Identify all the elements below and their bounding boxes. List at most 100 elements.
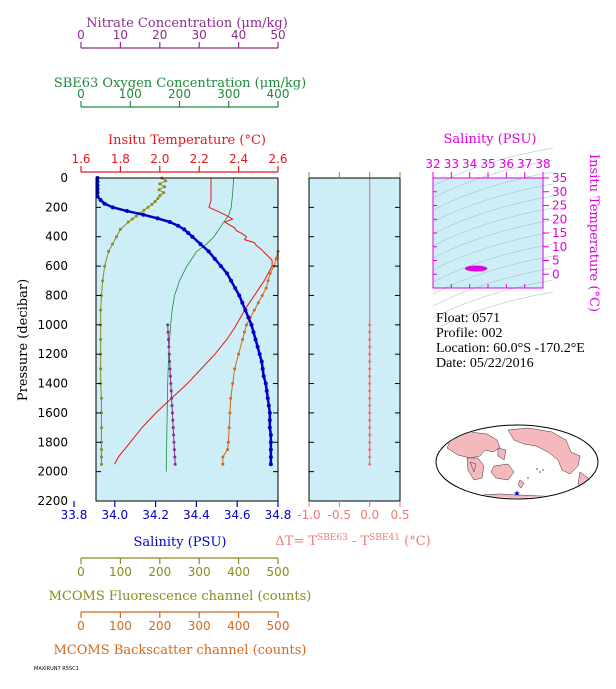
oxygen-tick-label: 100: [119, 87, 142, 101]
fluorescence-point: [99, 462, 103, 466]
salinity-point: [218, 264, 223, 269]
fluorescence-tick-label: 400: [227, 565, 250, 579]
nitrate-point: [173, 462, 177, 466]
ts-salinity-tick-label: 36: [499, 157, 514, 171]
salinity-point: [233, 286, 238, 291]
temperature-tick-label: 2.4: [229, 152, 248, 166]
salinity-point: [229, 278, 234, 283]
delta-t-plot-frame: [308, 177, 401, 502]
pressure-tick-label: 1600: [37, 406, 68, 420]
delta-t-plot-area: -1.0 -0.5 0.0 0.5 ΔT= TSBE63 - TSBE41 (°C): [275, 172, 431, 549]
ts-temperature-tick-label: 5: [552, 254, 560, 268]
backscatter-point: [266, 279, 270, 283]
backscatter-point: [274, 257, 278, 261]
salinity-point: [237, 293, 242, 298]
delta-t-point: [368, 448, 372, 452]
pressure-tick-label: 1800: [37, 435, 68, 449]
nitrate-point: [170, 396, 174, 400]
ts-salinity-title: Salinity (PSU): [444, 132, 537, 147]
backscatter-axis-title: MCOMS Backscatter channel (counts): [54, 643, 307, 658]
salinity-point: [141, 212, 146, 217]
map-track-dot: [539, 471, 541, 473]
backscatter-point: [228, 411, 232, 415]
fluorescence-tick-label: 300: [188, 565, 211, 579]
ts-diagram: Salinity (PSU) 32 33 34 35 36 37 3835302520151…: [425, 132, 601, 331]
oxygen-tick-label: 0: [77, 87, 85, 101]
world-map: ★: [435, 424, 599, 500]
nitrate-tick-label: 50: [270, 28, 285, 42]
pressure-tick-label: 0: [60, 171, 68, 185]
salinity-point: [240, 300, 245, 305]
backscatter-axis: 0 100 200 300 400 500 MCOMS Backscatter chann…: [54, 611, 307, 658]
ts-data-cluster: [464, 265, 488, 272]
ts-temperature-tick-label: 20: [552, 212, 567, 226]
ts-isopycnal: [432, 243, 554, 283]
oxygen-axis-title: SBE63 Oxygen Concentration (μm/kg): [54, 76, 306, 91]
fluorescence-point: [103, 264, 107, 268]
pressure-tick-label: 2200: [37, 494, 68, 508]
fluorescence-point: [99, 293, 103, 297]
nitrate-point: [172, 433, 176, 437]
pressure-tick-label: 1400: [37, 377, 68, 391]
map-track-dot: [536, 468, 538, 470]
fluorescence-point: [164, 179, 168, 183]
pressure-tick-label: 2000: [37, 465, 68, 479]
backscatter-point: [226, 448, 230, 452]
backscatter-point: [244, 323, 248, 327]
fluorescence-point: [99, 440, 103, 444]
backscatter-tick-label: 500: [267, 619, 290, 633]
salinity-point: [261, 374, 266, 379]
backscatter-point: [231, 382, 235, 386]
ts-isopycnal: [432, 279, 554, 319]
backscatter-point: [221, 462, 225, 466]
delta-t-tick-label: -1.0: [297, 508, 320, 522]
salinity-axis-title: Salinity (PSU): [134, 535, 227, 550]
fluorescence-point: [153, 199, 157, 203]
fluorescence-point: [134, 214, 138, 218]
backscatter-point: [233, 367, 237, 371]
nitrate-point: [168, 367, 172, 371]
pressure-tick-label: 400: [45, 230, 68, 244]
salinity-point: [265, 396, 270, 401]
backscatter-point: [256, 301, 260, 305]
pressure-tick-label: 800: [45, 288, 68, 302]
salinity-point: [125, 209, 130, 214]
nitrate-point: [168, 374, 172, 378]
salinity-tick-label: 33.8: [61, 508, 88, 522]
ts-temperature-title: Insitu Temperature (°C): [586, 154, 601, 312]
nitrate-tick-label: 30: [192, 28, 207, 42]
delta-t-axis-title: ΔT= TSBE63 - TSBE41 (°C): [275, 533, 430, 549]
pressure-tick-label: 200: [45, 200, 68, 214]
location: Location: 60.0°S -170.2°E: [436, 341, 585, 356]
delta-t-point: [368, 411, 372, 415]
backscatter-point: [221, 455, 225, 459]
salinity-point: [260, 366, 265, 371]
salinity-point: [267, 418, 272, 423]
ts-temperature-tick-label: 35: [552, 171, 567, 185]
nitrate-axis: Nitrate Concentration (μm/kg) 0 10 20 30 40 5…: [77, 16, 288, 49]
salinity-point: [198, 242, 203, 247]
salinity-axis: 33.8 34.0 34.2 34.4 34.6 34.8 Salinity (PSU): [61, 501, 291, 550]
ts-salinity-tick-label: 37: [517, 157, 532, 171]
temperature-tick-label: 1.8: [111, 152, 130, 166]
delta-t-point: [368, 404, 372, 408]
salinity-point: [212, 256, 217, 261]
temperature-tick-label: 2.6: [268, 152, 287, 166]
salinity-point: [110, 205, 115, 210]
delta-t-tick-label: -0.5: [328, 508, 351, 522]
fluorescence-point: [111, 242, 115, 246]
ts-temperature-tick-label: 15: [552, 226, 567, 240]
nitrate-point: [168, 360, 172, 364]
salinity-point: [264, 388, 269, 393]
footer-code: MAXIRUN7 R5SC1: [34, 666, 79, 672]
salinity-point: [206, 249, 211, 254]
nitrate-point: [169, 382, 173, 386]
fluorescence-point: [99, 308, 103, 312]
oxygen-tick-label: 300: [217, 87, 240, 101]
nitrate-point: [170, 411, 174, 415]
salinity-point: [268, 432, 273, 437]
ts-isopycnal: [432, 231, 554, 271]
salinity-point: [268, 447, 273, 452]
ts-isopycnal: [432, 195, 554, 235]
salinity-point: [176, 223, 181, 228]
